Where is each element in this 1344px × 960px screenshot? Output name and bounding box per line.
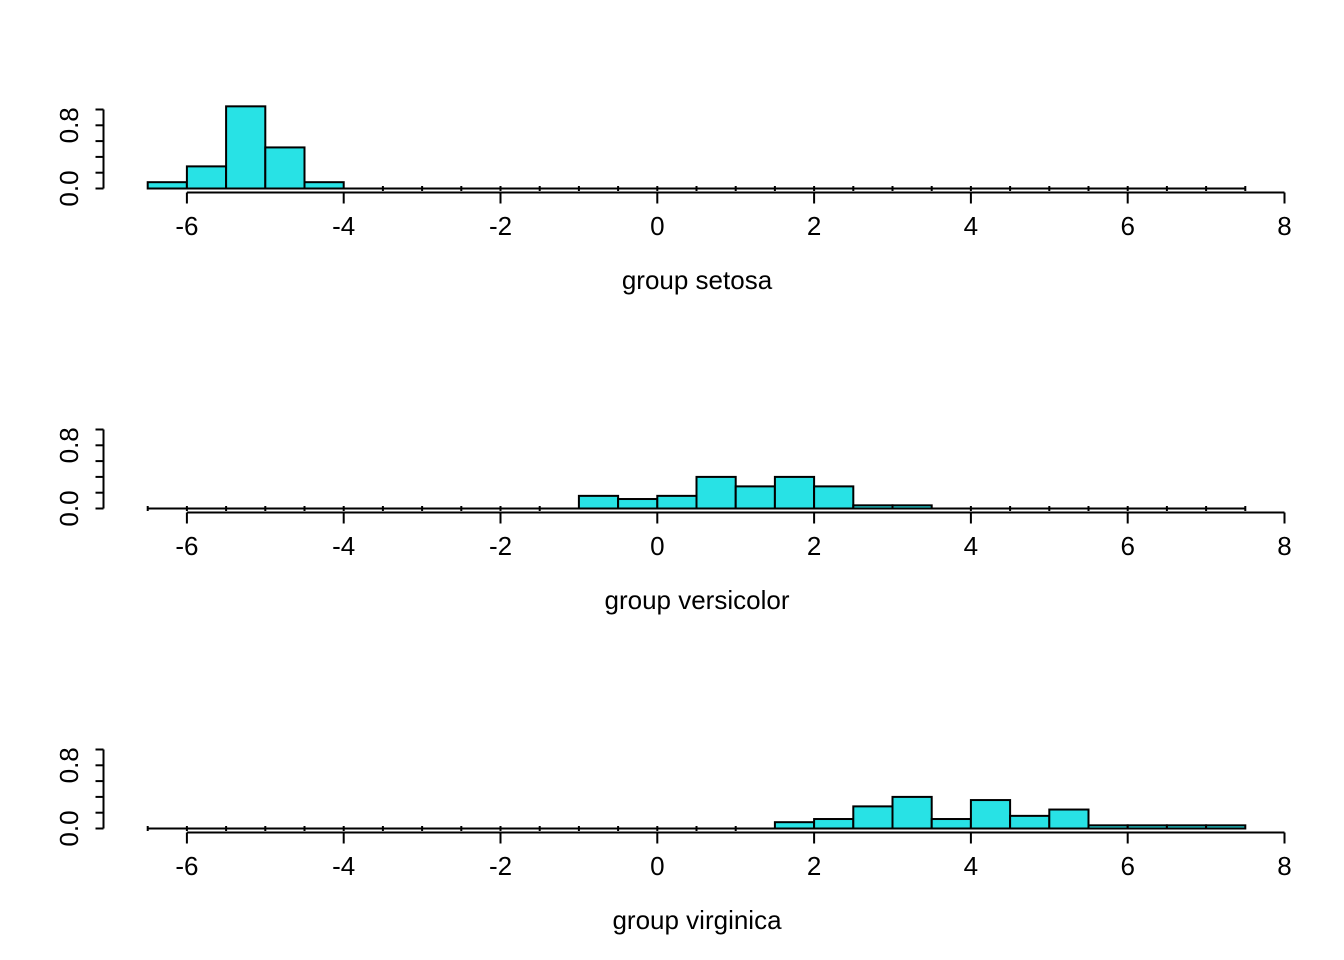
- histogram-bar: [617, 498, 659, 510]
- x-tick-label: -6: [175, 531, 198, 561]
- histogram-bar: [1009, 814, 1051, 830]
- histogram-panel-setosa: 0.0 0.8 -6 -4 -2 0 2 4 6 8 group setosa: [54, 105, 1292, 295]
- histogram-bar: [930, 818, 972, 830]
- x-tick-label: 0: [650, 531, 664, 561]
- histogram-bar: [852, 504, 894, 510]
- x-tick-label: 6: [1120, 531, 1134, 561]
- histogram-bar: [695, 475, 737, 510]
- histogram-bar: [303, 181, 345, 190]
- x-tick-label: -2: [489, 531, 512, 561]
- histogram-bar: [577, 494, 620, 510]
- histogram-bar: [813, 818, 855, 830]
- x-tick-label: 4: [964, 851, 978, 881]
- histogram-bar: [773, 475, 816, 510]
- x-tick-label: -4: [332, 851, 355, 881]
- x-tick-label: -4: [332, 211, 355, 241]
- histogram-bar: [813, 485, 855, 510]
- histogram-panel-virginica: 0.0 0.8 -6 -4 -2 0 2 4 6 8 group virginica: [54, 747, 1292, 935]
- x-tick-label: 2: [807, 211, 821, 241]
- y-tick-label: 0.0: [54, 810, 84, 846]
- y-tick-label: 0.0: [54, 490, 84, 526]
- x-tick-label: -2: [489, 211, 512, 241]
- histogram-bar: [1126, 824, 1168, 830]
- histogram-bar: [891, 504, 933, 510]
- histogram-bar: [225, 105, 267, 190]
- x-tick-label: 4: [964, 211, 978, 241]
- histogram-bar: [1048, 808, 1090, 830]
- group-label: group versicolor: [605, 585, 790, 615]
- histogram-bar: [773, 821, 816, 830]
- histogram-bar: [264, 146, 306, 190]
- x-tick-label: 0: [650, 211, 664, 241]
- x-tick-label: -6: [175, 211, 198, 241]
- x-tick-label: 0: [650, 851, 664, 881]
- x-tick-label: 2: [807, 851, 821, 881]
- x-tick-label: -2: [489, 851, 512, 881]
- y-tick-label: 0.8: [54, 427, 84, 463]
- y-tick-label: 0.8: [54, 747, 84, 783]
- histogram-bar: [891, 795, 933, 830]
- x-tick-label: 4: [964, 531, 978, 561]
- histogram-bar: [146, 181, 188, 190]
- histogram-panel-versicolor: 0.0 0.8 -6 -4 -2 0 2 4 6 8 group versicolor: [54, 427, 1292, 615]
- histogram-bar: [852, 805, 894, 830]
- x-tick-label: 2: [807, 531, 821, 561]
- x-tick-label: 8: [1277, 531, 1291, 561]
- y-tick-label: 0.0: [54, 170, 84, 206]
- x-tick-label: 8: [1277, 851, 1291, 881]
- histogram-bar: [1165, 824, 1208, 830]
- x-tick-label: 8: [1277, 211, 1291, 241]
- x-tick-label: -4: [332, 531, 355, 561]
- x-tick-label: -6: [175, 851, 198, 881]
- y-tick-label: 0.8: [54, 107, 84, 143]
- histogram-bar: [1205, 824, 1247, 830]
- group-label: group setosa: [622, 265, 773, 295]
- histogram-bar: [1087, 824, 1129, 830]
- x-tick-label: 6: [1120, 211, 1134, 241]
- histogram-bar: [734, 485, 776, 510]
- group-label: group virginica: [612, 905, 782, 935]
- histogram-bar: [656, 494, 698, 510]
- histogram-bar: [185, 165, 228, 190]
- x-tick-label: 6: [1120, 851, 1134, 881]
- histogram-bar: [969, 799, 1012, 830]
